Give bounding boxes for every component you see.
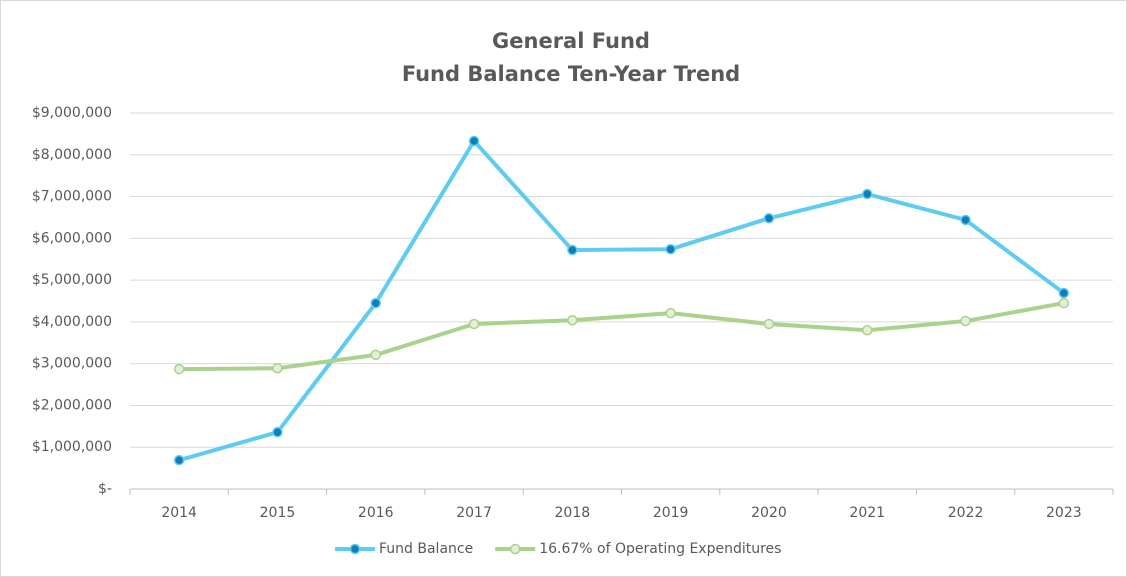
marker <box>272 363 283 374</box>
marker <box>1058 297 1070 309</box>
marker <box>567 314 578 326</box>
legend-marker <box>349 543 361 555</box>
y-tick-label: $4,000,000 <box>32 314 112 330</box>
x-tick-label: 2014 <box>161 505 197 521</box>
y-tick-label: $3,000,000 <box>32 356 112 372</box>
marker <box>763 213 775 224</box>
y-tick-label: $- <box>98 481 112 497</box>
x-tick-label: 2022 <box>948 505 984 521</box>
marker <box>960 214 971 226</box>
legend-label: Fund Balance <box>379 541 473 557</box>
marker <box>370 297 381 309</box>
x-tick-label: 2015 <box>260 505 296 521</box>
marker <box>665 243 676 255</box>
x-tick-label: 2021 <box>849 505 885 521</box>
x-tick-label: 2017 <box>456 505 492 521</box>
x-tick-label: 2020 <box>751 505 787 521</box>
marker <box>567 244 578 256</box>
marker <box>468 318 480 330</box>
x-tick-label: 2023 <box>1046 505 1082 521</box>
marker <box>960 315 971 327</box>
marker <box>862 324 873 336</box>
chart-title: Fund Balance Ten-Year Trend <box>402 62 740 86</box>
marker <box>763 318 775 330</box>
series-line <box>179 301 1065 372</box>
y-tick-label: $2,000,000 <box>32 397 112 413</box>
marker <box>862 188 873 200</box>
marker <box>173 363 185 375</box>
x-tick-label: 2016 <box>358 505 394 521</box>
marker <box>468 135 480 147</box>
series-line <box>178 138 1066 463</box>
y-tick-label: $8,000,000 <box>32 147 112 163</box>
y-tick-label: $1,000,000 <box>32 439 112 455</box>
legend-marker <box>509 543 521 555</box>
y-tick-label: $5,000,000 <box>32 272 112 288</box>
y-tick-label: $9,000,000 <box>32 105 112 121</box>
marker <box>665 307 676 319</box>
marker <box>370 349 381 361</box>
chart-title: General Fund <box>492 29 650 53</box>
legend-label: 16.67% of Operating Expenditures <box>539 541 781 557</box>
marker <box>173 454 185 466</box>
y-tick-label: $6,000,000 <box>32 230 112 246</box>
x-tick-label: 2018 <box>555 505 591 521</box>
marker <box>1058 287 1070 299</box>
x-tick-label: 2019 <box>653 505 689 521</box>
y-tick-label: $7,000,000 <box>32 189 112 205</box>
marker <box>272 426 283 438</box>
